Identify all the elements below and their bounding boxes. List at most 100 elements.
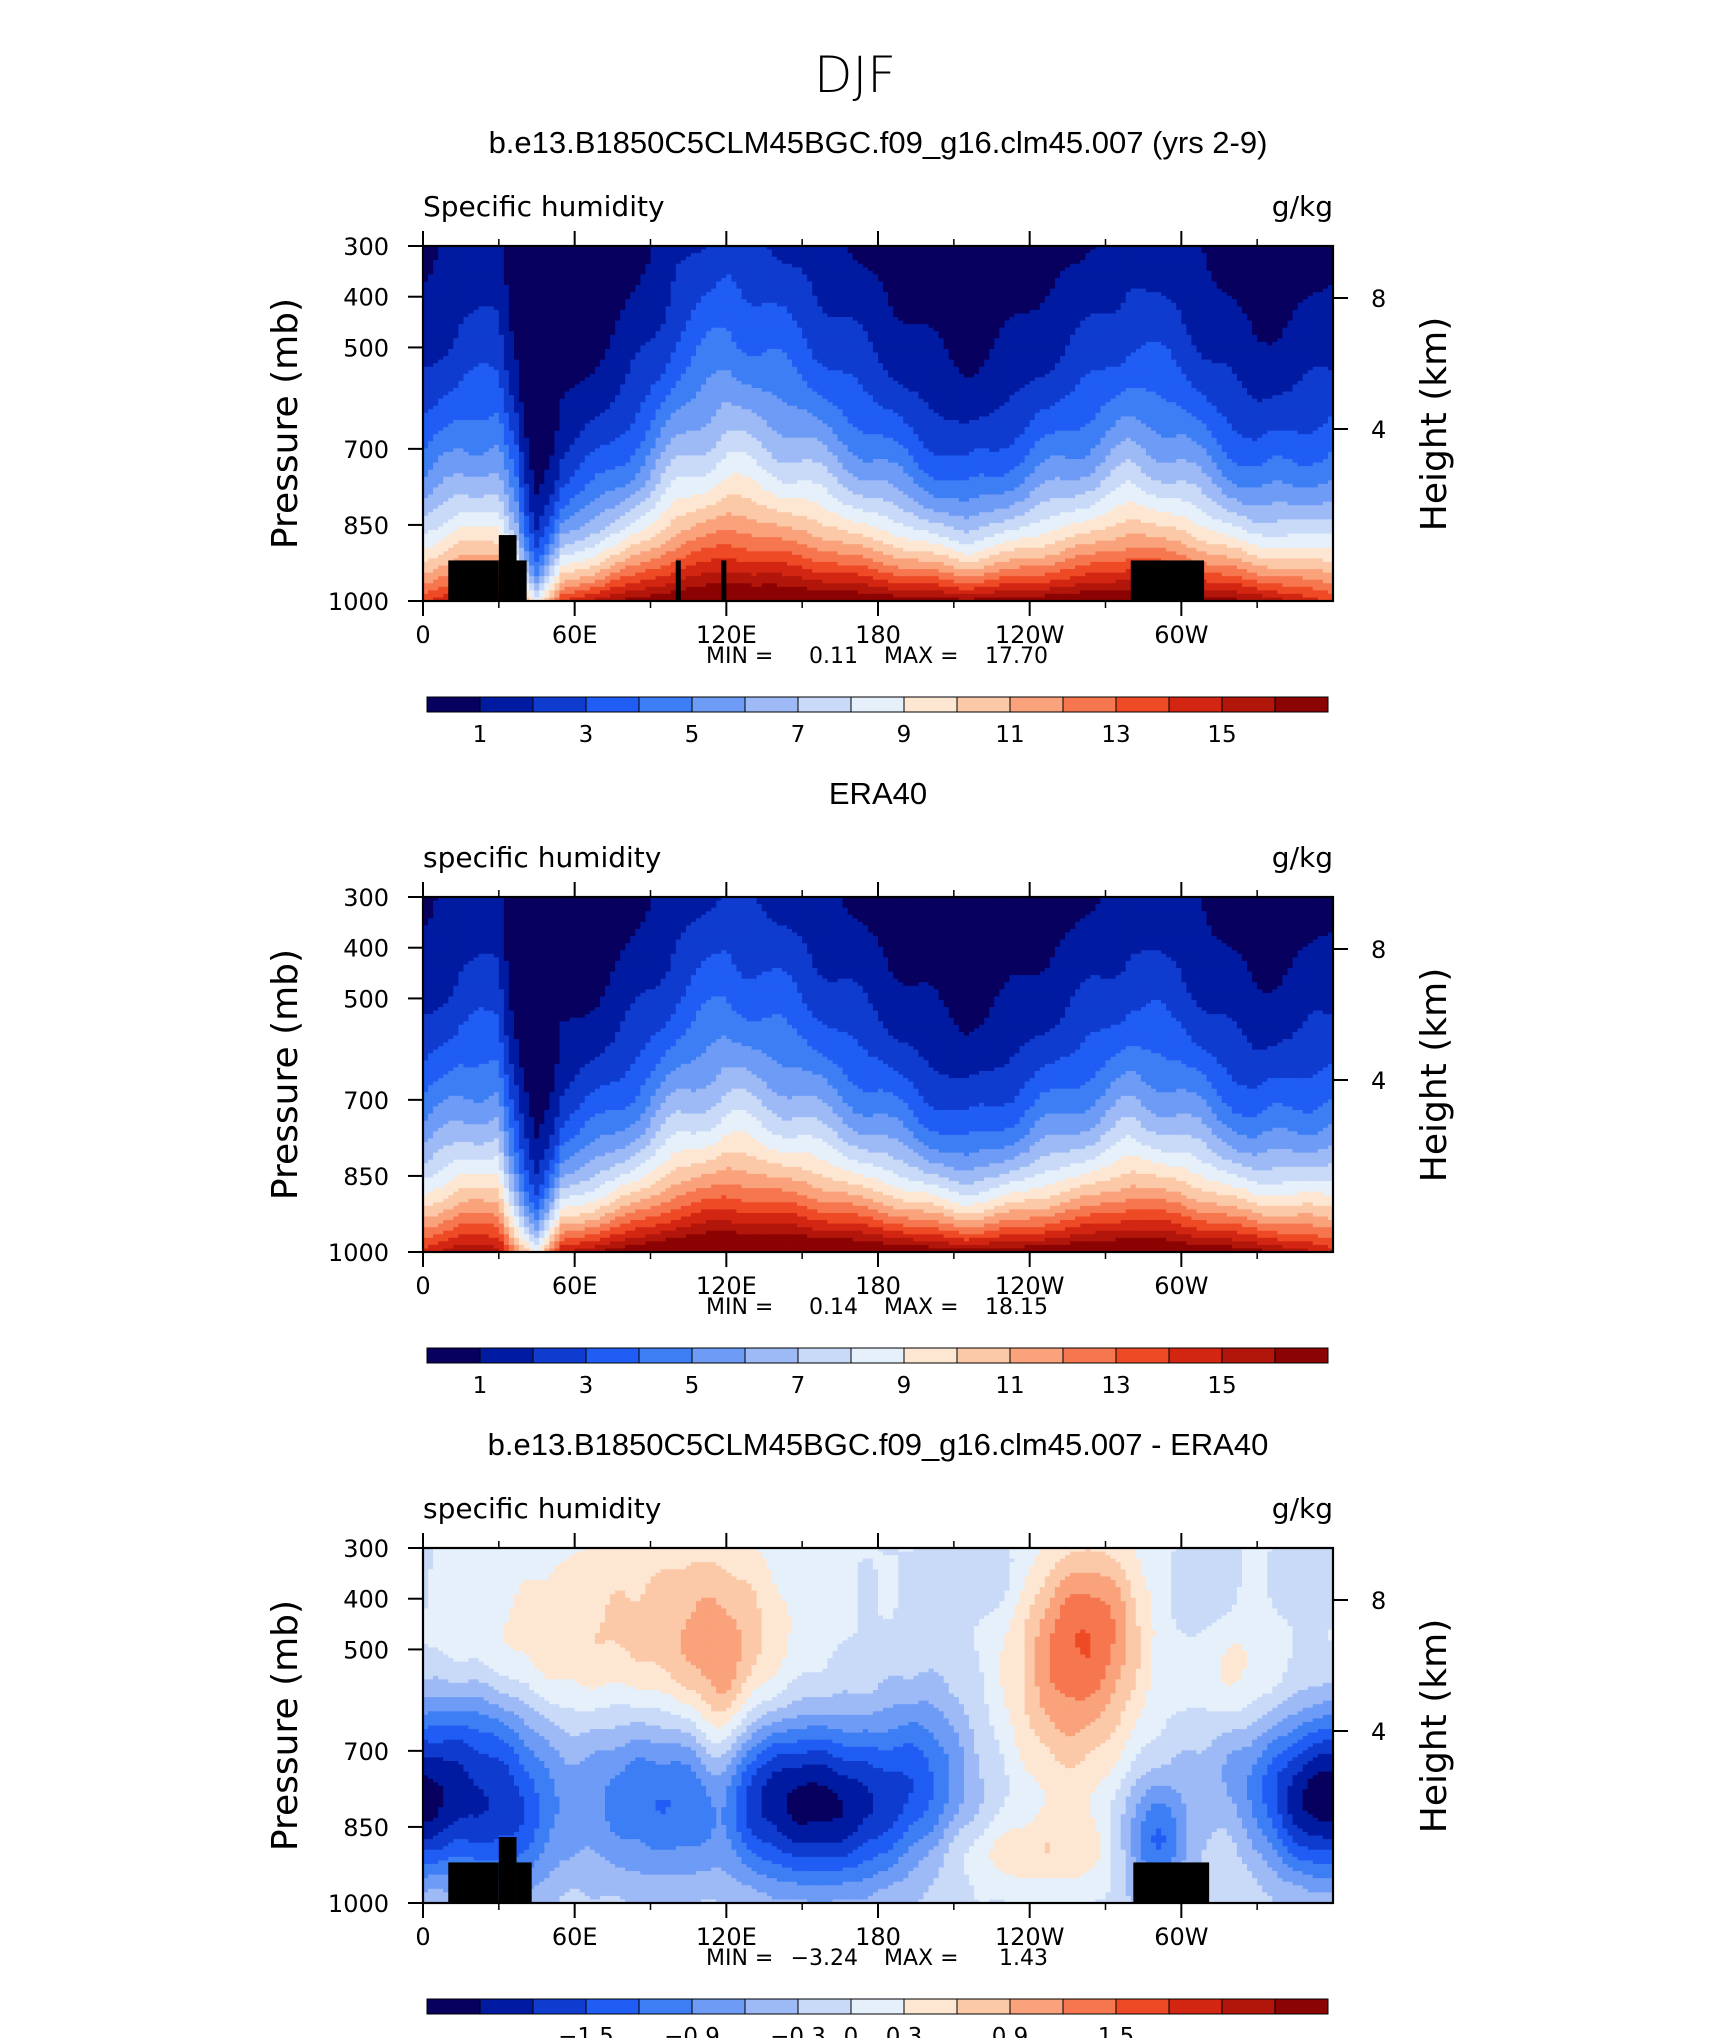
contour-field	[423, 246, 1334, 602]
terrain-mask	[1131, 560, 1204, 601]
colorbar-label: 7	[791, 722, 806, 748]
colorbar-cell	[1010, 1348, 1063, 1363]
max-value: 17.70	[985, 644, 1048, 669]
colorbar-cell	[427, 1348, 480, 1363]
colorbar-cell	[533, 1999, 586, 2014]
colorbar-label: 11	[995, 1373, 1024, 1399]
colorbar-label: 1.5	[1098, 2024, 1135, 2038]
colorbar-cell	[533, 697, 586, 712]
min-label: MIN =	[706, 644, 773, 669]
colorbar-cell	[1010, 1999, 1063, 2014]
terrain-mask	[721, 560, 726, 601]
y-tick-label: 300	[343, 884, 389, 912]
panel-title: ERA40	[829, 776, 927, 811]
y-tick-label: 300	[343, 1535, 389, 1563]
colorbar-label: 9	[897, 722, 912, 748]
height-tick-label: 8	[1371, 285, 1386, 313]
units-label: g/kg	[1272, 841, 1333, 874]
height-tick-label: 8	[1371, 936, 1386, 964]
colorbar-cell	[1063, 1348, 1116, 1363]
x-tick-label: 0	[415, 621, 430, 649]
variable-label: specific humidity	[423, 1492, 661, 1525]
y-tick-label: 500	[343, 985, 389, 1013]
colorbar-label: 13	[1101, 1373, 1130, 1399]
x-tick-label: 60E	[552, 1272, 598, 1300]
colorbar-label: 11	[995, 722, 1024, 748]
max-label: MAX =	[884, 644, 959, 669]
y-axis-title-right: Height (km)	[1414, 1619, 1455, 1833]
colorbar-label: 1	[473, 722, 488, 748]
contour-field	[423, 897, 1334, 1253]
colorbar-cell	[1116, 1348, 1169, 1363]
colorbar-cell	[1169, 1348, 1222, 1363]
y-tick-label: 1000	[328, 588, 389, 616]
colorbar-cell	[692, 1999, 745, 2014]
colorbar-label: −0.3	[770, 2024, 826, 2038]
x-tick-label: 60W	[1154, 1272, 1208, 1300]
colorbar-cell	[1169, 697, 1222, 712]
min-label: MIN =	[706, 1295, 773, 1320]
y-tick-label: 1000	[328, 1890, 389, 1918]
colorbar-cell	[427, 697, 480, 712]
colorbar-cell	[745, 697, 798, 712]
colorbar-cell	[480, 697, 533, 712]
terrain-mask	[676, 560, 681, 601]
height-tick-label: 4	[1371, 1067, 1386, 1095]
colorbar-cell	[1063, 697, 1116, 712]
y-axis-title-right: Height (km)	[1414, 968, 1455, 1182]
max-value: 1.43	[999, 1946, 1048, 1971]
y-tick-label: 500	[343, 1636, 389, 1664]
terrain-mask	[448, 560, 499, 601]
y-tick-label: 850	[343, 512, 389, 540]
y-axis-title-right: Height (km)	[1414, 317, 1455, 531]
colorbar-cell	[851, 1348, 904, 1363]
colorbar-cell	[1116, 1999, 1169, 2014]
colorbar-cell	[586, 1348, 639, 1363]
colorbar: 1 3 5 7 9 11 13 15	[427, 1348, 1328, 1399]
y-axis-title: Pressure (mb)	[265, 949, 306, 1200]
colorbar-cell	[1222, 697, 1275, 712]
y-tick-label: 850	[343, 1163, 389, 1191]
colorbar-cell	[586, 697, 639, 712]
colorbar-cell	[586, 1999, 639, 2014]
colorbar-cell	[904, 1348, 957, 1363]
x-tick-label: 0	[415, 1923, 430, 1951]
colorbar-label: 3	[579, 1373, 594, 1399]
variable-label: Specific humidity	[423, 190, 665, 223]
colorbar-cell	[1169, 1999, 1222, 2014]
colorbar-cell	[1275, 1348, 1328, 1363]
y-tick-label: 400	[343, 935, 389, 963]
chart-panel-3: b.e13.B1850C5CLM45BGC.f09_g16.clm45.007 …	[265, 1427, 1455, 2038]
colorbar-label: 0.3	[886, 2024, 923, 2038]
chart-panel-1: b.e13.B1850C5CLM45BGC.f09_g16.clm45.007 …	[265, 125, 1455, 748]
y-tick-label: 400	[343, 1586, 389, 1614]
colorbar-cell	[1063, 1999, 1116, 2014]
colorbar-cell	[851, 1999, 904, 2014]
colorbar-cell	[957, 1348, 1010, 1363]
colorbar-label: 5	[685, 722, 700, 748]
colorbar-cell	[1275, 697, 1328, 712]
figure-title: DJF	[814, 46, 896, 104]
colorbar-cell	[851, 697, 904, 712]
units-label: g/kg	[1272, 190, 1333, 223]
y-tick-label: 700	[343, 1087, 389, 1115]
colorbar-label: 15	[1207, 722, 1236, 748]
colorbar-label: 13	[1101, 722, 1130, 748]
colorbar-label: 0	[844, 2024, 859, 2038]
y-axis-title: Pressure (mb)	[265, 1600, 306, 1851]
terrain-mask	[499, 1837, 517, 1903]
colorbar-cell	[798, 697, 851, 712]
colorbar-label: 5	[685, 1373, 700, 1399]
height-tick-label: 8	[1371, 1587, 1386, 1615]
y-tick-label: 700	[343, 436, 389, 464]
colorbar-cell	[639, 1999, 692, 2014]
x-tick-label: 60E	[552, 621, 598, 649]
max-label: MAX =	[884, 1946, 959, 1971]
colorbar-cell	[904, 1999, 957, 2014]
colorbar-label: 7	[791, 1373, 806, 1399]
colorbar-cell	[745, 1999, 798, 2014]
colorbar-cell	[639, 697, 692, 712]
colorbar-cell	[427, 1999, 480, 2014]
min-value: 0.14	[809, 1295, 858, 1320]
